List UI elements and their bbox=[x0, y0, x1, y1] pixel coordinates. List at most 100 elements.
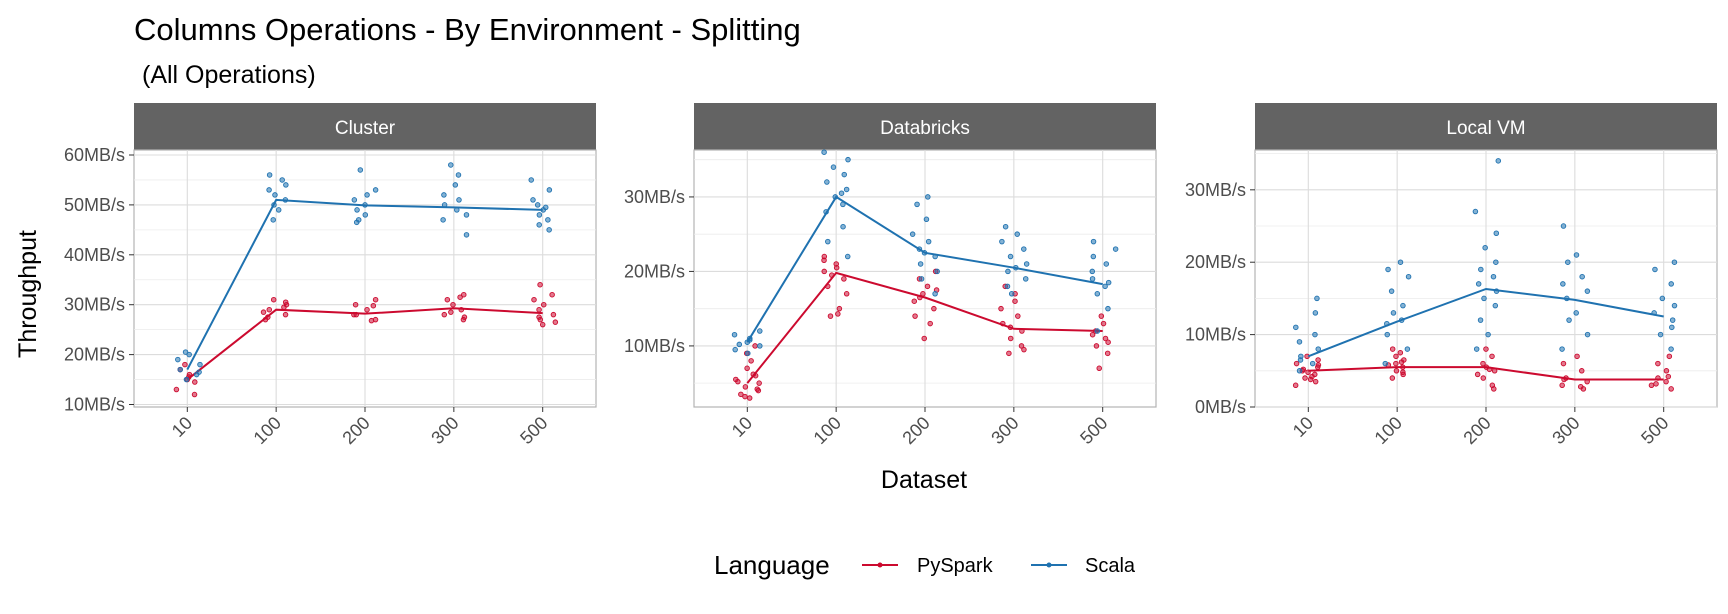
data-point bbox=[1315, 362, 1322, 368]
data-point bbox=[463, 212, 470, 218]
x-tick-label: 10 bbox=[728, 413, 756, 441]
data-point bbox=[528, 177, 534, 183]
data-point bbox=[372, 187, 379, 193]
data-point bbox=[441, 192, 447, 198]
data-point bbox=[830, 164, 837, 170]
data-point bbox=[463, 232, 470, 238]
data-point bbox=[1307, 376, 1314, 383]
data-point bbox=[1493, 230, 1500, 237]
data-point bbox=[1669, 317, 1676, 323]
data-point bbox=[530, 197, 536, 203]
data-point bbox=[457, 294, 463, 300]
data-point bbox=[1089, 276, 1096, 282]
data-point bbox=[536, 222, 542, 228]
data-point bbox=[1491, 386, 1497, 392]
data-point bbox=[1573, 310, 1579, 316]
data-point bbox=[1579, 273, 1585, 280]
data-point bbox=[918, 276, 925, 282]
series-pyspark-databricks bbox=[733, 253, 1111, 401]
data-point bbox=[552, 319, 559, 325]
data-point bbox=[1385, 266, 1391, 273]
mean-line bbox=[186, 307, 543, 381]
data-point bbox=[182, 361, 188, 368]
data-point bbox=[1397, 349, 1404, 356]
data-point bbox=[1485, 331, 1491, 338]
data-point bbox=[746, 395, 753, 401]
data-point bbox=[461, 291, 467, 298]
data-point bbox=[1483, 346, 1489, 352]
data-point bbox=[1007, 335, 1014, 342]
data-point bbox=[1023, 261, 1030, 267]
panel-cluster: Cluster 10MB/s 20MB/s 30MB/s 40MB/s 50MB/s 60M… bbox=[64, 103, 597, 448]
data-point bbox=[461, 314, 468, 320]
data-point bbox=[1565, 259, 1571, 265]
y-tick-label: 40MB/s bbox=[64, 245, 125, 265]
data-point bbox=[1004, 283, 1011, 290]
data-point bbox=[754, 386, 761, 392]
data-point bbox=[362, 212, 369, 218]
data-point bbox=[1102, 335, 1109, 342]
data-point bbox=[1296, 368, 1303, 374]
data-point bbox=[550, 311, 557, 318]
data-point bbox=[843, 186, 850, 193]
data-point bbox=[1573, 252, 1580, 258]
data-point bbox=[1292, 382, 1299, 389]
data-point bbox=[1015, 313, 1021, 319]
data-point bbox=[183, 376, 190, 383]
data-point bbox=[1405, 273, 1412, 280]
data-point bbox=[1480, 375, 1487, 381]
data-point bbox=[364, 306, 370, 313]
data-point bbox=[1665, 373, 1672, 380]
data-point bbox=[537, 281, 543, 288]
data-point bbox=[536, 212, 543, 218]
data-point bbox=[1315, 357, 1321, 363]
facet-strip-databricks bbox=[694, 103, 1156, 150]
data-point bbox=[539, 321, 546, 328]
data-point bbox=[549, 291, 555, 298]
x-tick-label: 500 bbox=[1637, 413, 1672, 448]
data-point bbox=[934, 268, 940, 275]
data-point bbox=[1478, 266, 1484, 273]
data-point bbox=[1296, 339, 1303, 345]
data-point bbox=[821, 149, 827, 155]
data-point bbox=[1560, 281, 1566, 287]
data-point bbox=[1302, 375, 1308, 381]
data-point bbox=[756, 380, 762, 386]
x-tick-label: 500 bbox=[516, 413, 551, 448]
data-point bbox=[272, 192, 278, 198]
data-point bbox=[835, 311, 841, 317]
y-tick-label: 20MB/s bbox=[1185, 252, 1246, 272]
data-point bbox=[738, 391, 744, 398]
data-point bbox=[911, 298, 918, 304]
data-point bbox=[1312, 331, 1318, 338]
y-tick-label: 10MB/s bbox=[624, 336, 685, 356]
data-point bbox=[1384, 331, 1390, 338]
data-point bbox=[1671, 259, 1678, 265]
chart-title: Columns Operations - By Environment - Sp… bbox=[134, 12, 801, 47]
data-point bbox=[1089, 331, 1096, 338]
data-point bbox=[833, 264, 840, 271]
data-point bbox=[1655, 360, 1661, 367]
data-point bbox=[191, 391, 198, 398]
y-tick-label: 60MB/s bbox=[64, 145, 125, 165]
data-point bbox=[1659, 295, 1666, 302]
data-point bbox=[1098, 313, 1105, 319]
data-point bbox=[1309, 360, 1316, 367]
data-point bbox=[735, 378, 741, 385]
panel-local-vm: Local VM 0MB/s 10MB/s 20MB/s 30MB/s 10 100 200 3… bbox=[1185, 103, 1718, 448]
data-point bbox=[1397, 259, 1404, 265]
data-point bbox=[1475, 281, 1482, 287]
data-point bbox=[843, 291, 850, 297]
data-point bbox=[531, 296, 537, 303]
legend-label-scala: Scala bbox=[1085, 555, 1136, 577]
data-point bbox=[1648, 382, 1655, 389]
data-point bbox=[1474, 371, 1481, 378]
data-point bbox=[1312, 310, 1319, 316]
data-point bbox=[757, 328, 763, 334]
data-point bbox=[1482, 244, 1488, 251]
data-point bbox=[1481, 295, 1487, 302]
x-tick-label: 100 bbox=[250, 413, 285, 448]
data-point bbox=[1480, 360, 1486, 367]
data-point bbox=[917, 261, 924, 267]
legend: Language PySpark Scala bbox=[714, 550, 1136, 580]
